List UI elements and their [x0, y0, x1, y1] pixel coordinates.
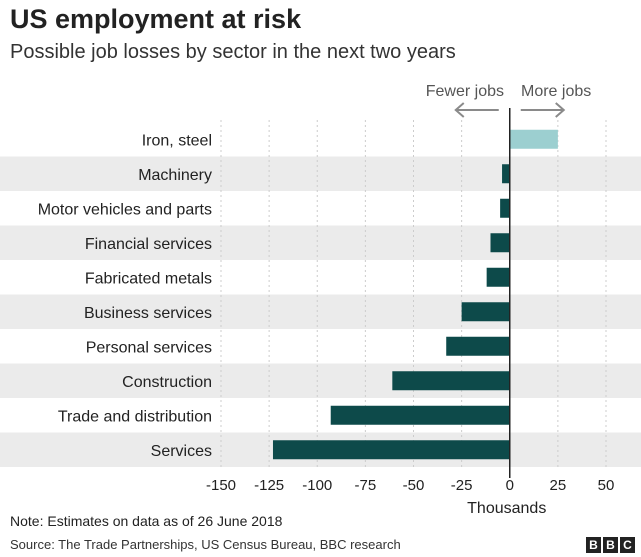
note-text: Note: Estimates on data as of 26 June 20… [10, 513, 283, 529]
category-label: Personal services [86, 339, 212, 356]
bar [330, 405, 510, 425]
source-text: Source: The Trade Partnerships, US Censu… [10, 537, 401, 552]
x-tick-label: 0 [506, 477, 514, 494]
category-label: Motor vehicles and parts [38, 201, 212, 218]
fewer-jobs-label: Fewer jobs [426, 83, 504, 100]
x-tick-label: -125 [254, 477, 284, 494]
x-tick-label: -50 [403, 477, 425, 494]
bar [509, 129, 558, 149]
bbc-logo-letter: B [586, 537, 601, 553]
category-label: Fabricated metals [85, 270, 212, 287]
category-label: Machinery [138, 167, 212, 184]
chart-subtitle: Possible job losses by sector in the nex… [10, 41, 456, 63]
category-label: Construction [122, 374, 212, 391]
more-jobs-label: More jobs [521, 83, 591, 100]
x-tick-label: -150 [206, 477, 236, 494]
bbc-logo: B B C [586, 537, 635, 553]
row-band [0, 294, 641, 329]
x-axis-label: Thousands [467, 500, 546, 517]
row-band [0, 225, 641, 260]
x-tick-label: -100 [302, 477, 332, 494]
bar [490, 233, 510, 253]
category-label: Financial services [85, 236, 212, 253]
category-label: Business services [84, 305, 212, 322]
bar [500, 198, 510, 218]
x-tick-label: -75 [355, 477, 377, 494]
category-label: Services [151, 443, 212, 460]
category-label: Iron, steel [142, 132, 212, 149]
category-label: Trade and distribution [58, 408, 212, 425]
right-arrow-icon [520, 102, 566, 118]
bbc-logo-letter: C [620, 537, 635, 553]
bar [502, 164, 510, 184]
row-band [0, 363, 641, 398]
row-band [0, 156, 641, 191]
bar [446, 336, 510, 356]
chart-title: US employment at risk [10, 4, 302, 34]
bar [392, 371, 510, 391]
left-arrow-icon [454, 102, 499, 118]
x-tick-label: -25 [451, 477, 473, 494]
x-tick-label: 50 [598, 477, 615, 494]
bbc-logo-letter: B [603, 537, 618, 553]
x-tick-label: 25 [550, 477, 567, 494]
bar [486, 267, 510, 287]
bar [461, 302, 510, 322]
bar [272, 440, 510, 460]
